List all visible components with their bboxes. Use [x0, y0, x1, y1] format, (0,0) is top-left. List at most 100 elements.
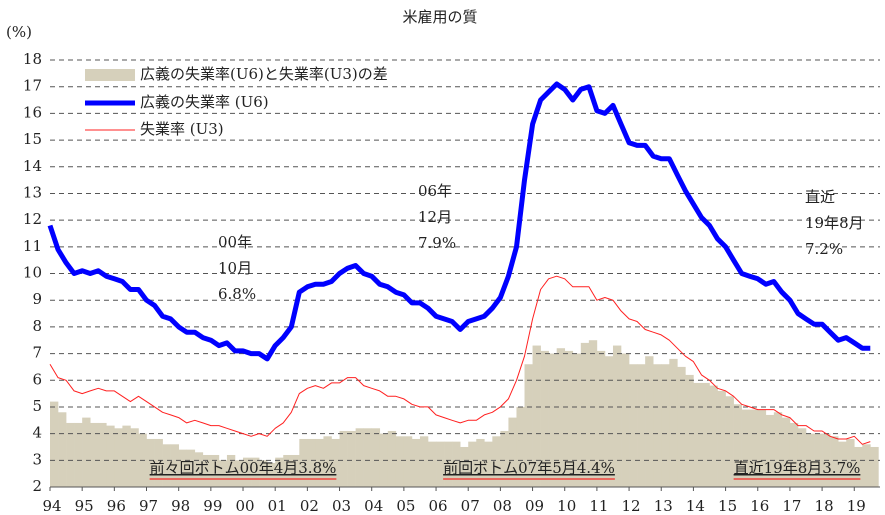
chart-title: 米雇用の質 — [402, 8, 477, 26]
bar — [114, 428, 123, 487]
y-tick-label: 12 — [23, 210, 42, 228]
bar — [50, 401, 59, 487]
bar — [283, 454, 292, 487]
bar — [74, 422, 83, 487]
y-tick-label: 14 — [23, 157, 42, 175]
bar — [130, 428, 139, 487]
bar — [677, 366, 686, 487]
x-tick-label: 11 — [589, 497, 608, 515]
annotation: 直近19年8月3.7% — [734, 459, 861, 477]
annotation: 10月 — [218, 259, 252, 277]
annotation: 前々回ボトム00年4月3.8% — [150, 459, 337, 477]
x-tick-label: 12 — [622, 497, 641, 515]
bar — [251, 457, 260, 487]
bar — [122, 425, 131, 487]
bar — [90, 422, 99, 487]
bar — [460, 446, 469, 487]
bar — [307, 438, 316, 487]
bar — [572, 353, 582, 487]
grid — [50, 59, 880, 461]
y-tick-label: 15 — [23, 130, 42, 148]
x-tick-label: 16 — [750, 497, 769, 515]
bar — [588, 340, 598, 487]
bar — [323, 436, 332, 487]
bar — [395, 436, 405, 487]
annotation: 00年 — [218, 233, 252, 251]
x-tick-label: 97 — [139, 497, 158, 515]
bar — [162, 444, 171, 487]
bar — [725, 396, 734, 487]
annotation: 19年8月 — [805, 214, 864, 232]
bar — [580, 342, 590, 487]
annotation: 前回ボトム07年5月4.4% — [443, 459, 615, 477]
y-tick-label: 18 — [23, 50, 42, 68]
y-unit: (%) — [6, 23, 32, 41]
y-tick-label: 16 — [23, 103, 42, 121]
x-tick-label: 98 — [171, 497, 190, 515]
bar — [186, 449, 196, 487]
bar — [741, 409, 751, 487]
bar — [717, 390, 726, 487]
y-tick-label: 4 — [32, 424, 42, 442]
annotation: 7.2% — [805, 240, 843, 258]
bar — [540, 350, 549, 487]
bar — [637, 364, 646, 487]
bar — [685, 374, 694, 487]
bar — [508, 417, 517, 487]
bar — [154, 438, 163, 487]
bar — [436, 441, 445, 487]
y-tick-label: 9 — [32, 290, 42, 308]
bar — [210, 454, 220, 487]
x-tick-label: 17 — [782, 497, 801, 515]
y-tick-label: 6 — [32, 370, 42, 388]
x-tick-label: 19 — [847, 497, 866, 515]
y-tick-label: 8 — [32, 317, 42, 335]
bar — [669, 358, 678, 487]
bar — [661, 364, 670, 487]
x-tick-label: 05 — [396, 497, 415, 515]
bar — [749, 409, 759, 487]
bar — [645, 356, 654, 487]
bar — [299, 438, 308, 487]
bar — [797, 428, 807, 487]
bar — [403, 436, 413, 487]
bar — [468, 441, 477, 487]
x-tick-label: 04 — [364, 497, 383, 515]
bar — [846, 438, 855, 487]
x-tick-label: 08 — [493, 497, 512, 515]
bar — [411, 438, 421, 487]
bar — [371, 428, 381, 487]
bar — [854, 446, 863, 487]
bar — [701, 382, 710, 487]
bar — [532, 345, 541, 487]
bar — [178, 449, 188, 487]
x-tick-label: 10 — [557, 497, 576, 515]
bar — [773, 412, 783, 487]
bar — [564, 350, 574, 487]
x-tick-label: 99 — [203, 497, 222, 515]
y-tick-label: 7 — [32, 344, 42, 362]
bar — [202, 454, 212, 487]
annotation: 06年 — [418, 182, 452, 200]
bar — [830, 436, 839, 487]
bar — [66, 422, 75, 487]
x-tick-label: 01 — [268, 497, 287, 515]
bar — [612, 345, 622, 487]
bar — [331, 438, 340, 487]
bar — [234, 460, 244, 487]
bar — [556, 348, 566, 487]
legend-label: 広義の失業率 (U6) — [140, 93, 269, 111]
bar — [733, 404, 742, 487]
bar — [757, 409, 767, 487]
bar — [82, 417, 91, 487]
bar — [291, 454, 300, 487]
bar — [621, 353, 630, 487]
y-tick-label: 3 — [32, 450, 42, 468]
bar — [548, 353, 557, 487]
x-tick-label: 94 — [42, 497, 61, 515]
x-tick-label: 00 — [235, 497, 254, 515]
y-tick-label: 10 — [23, 264, 42, 282]
bar — [226, 454, 236, 487]
x-tick-label: 13 — [654, 497, 673, 515]
